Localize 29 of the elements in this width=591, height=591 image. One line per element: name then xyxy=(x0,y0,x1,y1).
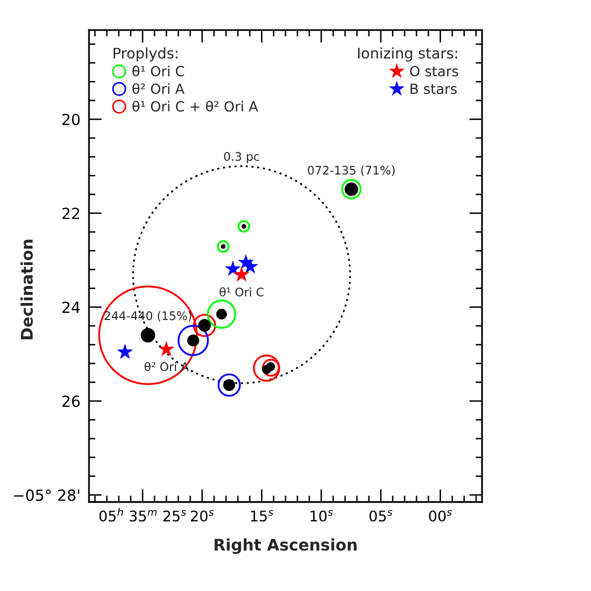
x-tick-label: 20$^{s}$ xyxy=(190,510,214,522)
annotation: 244-440 (15%) xyxy=(104,311,192,322)
point xyxy=(224,260,241,276)
legend-title: Proplyds: xyxy=(114,47,178,62)
legend-label: B stars xyxy=(410,84,457,94)
legend-label: θ¹ Ori C + θ² Ori A xyxy=(132,100,258,112)
legend-label: θ² Ori A xyxy=(132,83,184,94)
point xyxy=(233,266,250,282)
y-tick-label: 20 xyxy=(62,114,80,126)
y-tick-label: 26 xyxy=(62,395,80,408)
legend-label: θ¹ Ori C xyxy=(132,66,184,76)
annotation: θ¹ Ori C xyxy=(220,287,264,297)
annotation: 072-135 (71%) xyxy=(308,166,395,176)
annotation: 0.3 pc xyxy=(224,152,260,164)
point xyxy=(116,344,134,360)
annotation: Ionizing stars: xyxy=(358,47,458,62)
y-tick-label: 22 xyxy=(62,208,80,219)
x-tick-label: 05$^{h}$ 35$^{m}$ 25$^{s}$ xyxy=(99,508,186,522)
point xyxy=(158,340,175,356)
x-tick-label: 10$^{s}$ xyxy=(310,510,333,522)
legend-label: O stars xyxy=(410,66,458,76)
point xyxy=(242,258,258,274)
y-tick-label: −05° 28' xyxy=(14,489,80,501)
x-axis-title: Right Ascension xyxy=(214,538,357,554)
x-tick-label: 15$^{s}$ xyxy=(251,510,274,522)
x-tick-label: 05$^{s}$ xyxy=(370,510,392,522)
x-tick-label: 00$^{s}$ xyxy=(429,510,452,522)
y-axis-title: Declination xyxy=(20,240,33,340)
y-tick-label: 24 xyxy=(62,302,80,313)
